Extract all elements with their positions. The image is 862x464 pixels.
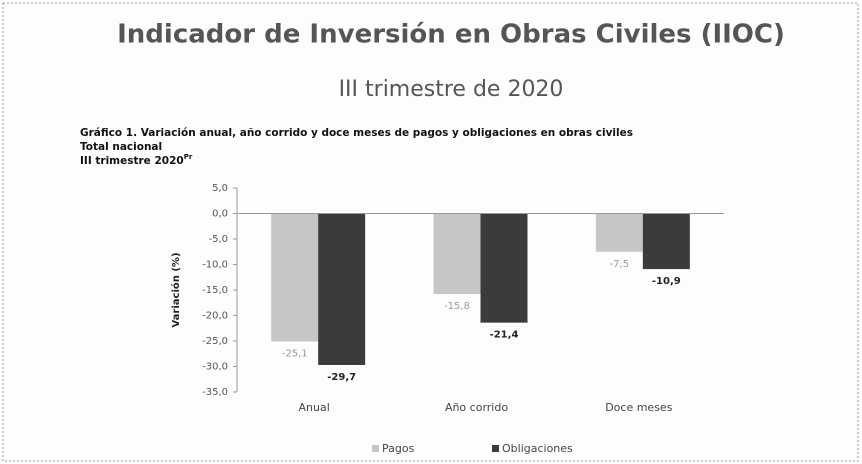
bar [480,213,528,323]
header-subtitle: III trimestre de 2020 [339,77,564,102]
value-label: -15,8 [444,301,470,312]
legend-label: Pagos [382,442,415,455]
value-label: -25,1 [282,349,308,360]
value-label: -10,9 [652,276,681,287]
y-tick-label: 0,0 [212,209,228,220]
y-tick-label: -15,0 [202,285,228,296]
chart-subtitle: Total nacional [80,141,162,153]
bar [433,213,481,295]
bar [318,213,366,365]
value-label: -7,5 [610,259,630,270]
legend-swatch [372,445,379,452]
y-tick-label: -25,0 [202,336,228,347]
y-tick-label: -35,0 [202,387,228,398]
header-title: Indicador de Inversión en Obras Civiles … [117,20,785,50]
x-tick-label: Año corrido [445,401,508,414]
bar [642,213,690,270]
y-tick-label: -30,0 [202,362,228,373]
y-tick-label: -20,0 [202,311,228,322]
y-tick-label: 5,0 [212,183,228,194]
y-axis-label: Variación (%) [170,252,182,327]
x-tick-label: Anual [299,401,330,414]
value-label: -29,7 [327,372,356,383]
x-tick-label: Doce meses [605,401,672,414]
period: III trimestre 2020 [80,155,184,167]
bar [595,213,643,252]
value-label: -21,4 [490,330,519,341]
period-superscript: Pr [184,153,193,161]
chart-period: III trimestre 2020Pr [80,153,193,167]
legend-label: Obligaciones [502,442,573,455]
y-tick-label: -5,0 [208,234,228,245]
bar [271,213,319,342]
y-tick-label: -10,0 [202,260,228,271]
chart-title: Gráfico 1. Variación anual, año corrido … [80,127,633,139]
legend-swatch [492,445,499,452]
